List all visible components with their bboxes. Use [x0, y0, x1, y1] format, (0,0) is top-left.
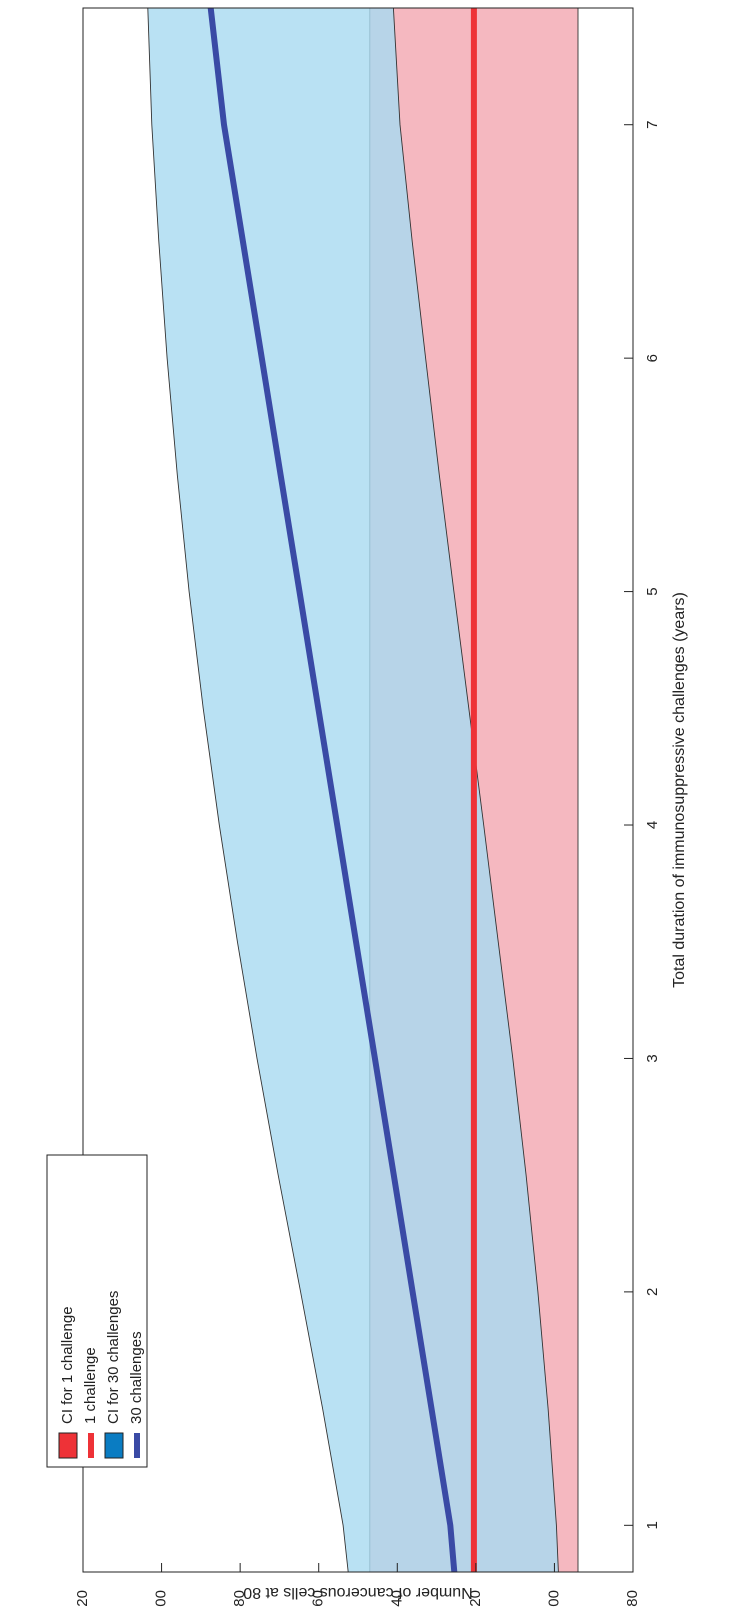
x-axis-label: Total duration of immunosuppressive chal… — [671, 592, 688, 988]
x-tick-label: 1 — [644, 1521, 661, 1529]
y-tick-label: 300 — [545, 1590, 562, 1607]
legend-swatch-patch — [58, 1432, 78, 1459]
legend-label: 1 challenge — [82, 1347, 99, 1424]
legend-label: 30 challenges — [128, 1331, 145, 1424]
plot-frame — [82, 7, 634, 1573]
series-lines — [207, 7, 477, 1573]
confidence-bands — [147, 7, 579, 1573]
y-tick-label: 400 — [153, 1590, 170, 1607]
x-tick-label: 3 — [644, 1054, 661, 1062]
legend-label: CI for 1 challenge — [59, 1306, 76, 1424]
x-tick-label: 4 — [644, 821, 661, 829]
y-tick-label: 420 — [74, 1590, 91, 1607]
y-tick-label: 280 — [624, 1590, 641, 1607]
axis-labels: Number of cancerous cells at 80 Total du… — [243, 592, 688, 1601]
legend-label: CI for 30 challenges — [105, 1291, 122, 1424]
legend: CI for 1 challenge 1 challenge CI for 30 c… — [46, 1154, 148, 1468]
x-tick-label: 2 — [644, 1288, 661, 1296]
series-line-30-challenges — [207, 7, 458, 1573]
y-axis-label: Number of cancerous cells at 80 — [243, 1584, 473, 1601]
legend-box — [46, 1154, 148, 1468]
x-tick-label: 5 — [644, 587, 661, 595]
legend-swatch-patch — [104, 1432, 124, 1459]
x-tick-label: 7 — [644, 121, 661, 129]
x-tick-label: 6 — [644, 354, 661, 362]
